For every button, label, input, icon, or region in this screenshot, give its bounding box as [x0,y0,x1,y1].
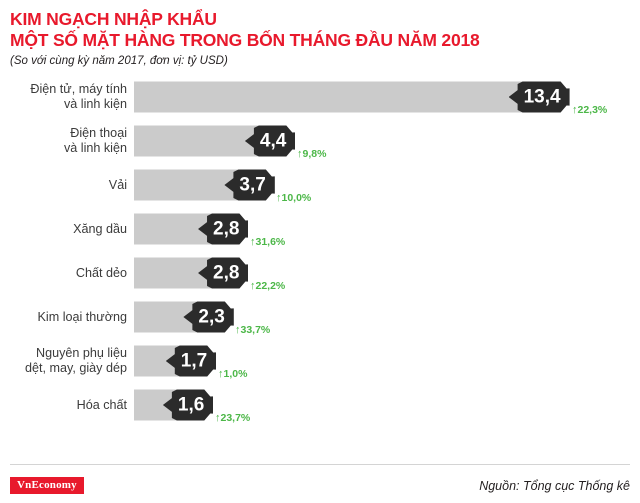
header: KIM NGẠCH NHẬP KHẨU MỘT SỐ MẶT HÀNG TRON… [0,0,640,68]
arrow-up-icon: ↑ [297,148,303,160]
category-label-line: và linh kiện [63,141,127,155]
bar-area: 1,6 ↑23,7% [134,383,640,427]
bar-chart: Điện tử, máy tính và linh kiện 13,4 ↑22,3% Đ… [0,75,640,427]
vneconomy-logo: VnEconomy [10,477,84,494]
bar-area: 3,7 ↑10,0% [134,163,640,207]
arrow-up-icon: ↑ [250,236,256,248]
category-label: Điện thoại và linh kiện [10,126,134,156]
page-subtitle: (So với cùng kỳ năm 2017, đơn vị: tỷ USD… [10,55,228,67]
chart-row: Nguyên phụ liệu dệt, may, giày dép 1,7 ↑1,0… [10,339,640,383]
growth-value: 9,8% [302,148,327,160]
arrow-up-icon: ↑ [276,192,282,204]
chart-row: Chất dẻo 2,8 ↑22,2% [10,251,640,295]
bar-area: 2,8 ↑31,6% [134,207,640,251]
bar-area: 2,3 ↑33,7% [134,295,640,339]
growth-label: ↑22,3% [572,104,607,116]
chart-row: Điện thoại và linh kiện 4,4 ↑9,8% [10,119,640,163]
category-label-line: Vải [108,177,127,192]
value-badge: 13,4 [509,82,570,113]
source-note: Nguồn: Tổng cục Thống kê [479,478,630,493]
growth-value: 33,7% [240,324,271,336]
bar [134,125,263,157]
bar [134,81,527,113]
bar-area: 4,4 ↑9,8% [134,119,640,163]
growth-label: ↑22,2% [250,280,285,292]
growth-label: ↑9,8% [297,148,326,160]
arrow-up-icon: ↑ [215,412,221,424]
category-label-line: Chất dẻo [75,265,127,280]
category-label-line: dệt, may, giày dép [25,361,127,375]
bar-area: 13,4 ↑22,3% [134,75,640,119]
growth-value: 23,7% [220,412,251,424]
category-label-line: Xăng dầu [73,221,127,236]
category-label: Kim loại thường [10,310,134,325]
arrow-up-icon: ↑ [235,324,241,336]
growth-value: 1,0% [223,368,248,380]
category-label: Chất dẻo [10,266,134,281]
footer-divider [10,464,630,465]
growth-label: ↑33,7% [235,324,270,336]
chart-row: Hóa chất 1,6 ↑23,7% [10,383,640,427]
category-label: Xăng dầu [10,222,134,237]
chart-row: Kim loại thường 2,3 ↑33,7% [10,295,640,339]
category-label: Nguyên phụ liệu dệt, may, giày dép [10,346,134,376]
arrow-up-icon: ↑ [572,104,578,116]
page-title-line2: MỘT SỐ MẶT HÀNG TRONG BỐN THÁNG ĐẦU NĂM … [10,30,480,50]
growth-label: ↑10,0% [276,192,311,204]
growth-value: 22,3% [577,104,608,116]
arrow-up-icon: ↑ [218,368,224,380]
category-label-line: Nguyên phụ liệu [35,346,127,360]
growth-label: ↑31,6% [250,236,285,248]
bar-area: 1,7 ↑1,0% [134,339,640,383]
category-label-line: Kim loại thường [37,309,128,324]
category-label: Vải [10,178,134,193]
arrow-up-icon: ↑ [250,280,256,292]
growth-label: ↑1,0% [218,368,247,380]
footer: VnEconomy Nguồn: Tổng cục Thống kê [10,464,630,494]
chart-row: Xăng dầu 2,8 ↑31,6% [10,207,640,251]
category-label-line: Hóa chất [76,397,127,412]
growth-label: ↑23,7% [215,412,250,424]
page-title-line1: KIM NGẠCH NHẬP KHẨU [10,9,217,29]
category-label-line: Điện tử, máy tính [30,82,127,96]
chart-row: Vải 3,7 ↑10,0% [10,163,640,207]
bar [134,169,243,201]
growth-value: 10,0% [281,192,312,204]
chart-row: Điện tử, máy tính và linh kiện 13,4 ↑22,3% [10,75,640,119]
growth-value: 31,6% [255,236,286,248]
category-label: Hóa chất [10,398,134,413]
growth-value: 22,2% [255,280,286,292]
category-label: Điện tử, máy tính và linh kiện [10,82,134,112]
category-label-line: và linh kiện [63,97,127,111]
bar-area: 2,8 ↑22,2% [134,251,640,295]
category-label-line: Điện thoại [70,126,127,140]
